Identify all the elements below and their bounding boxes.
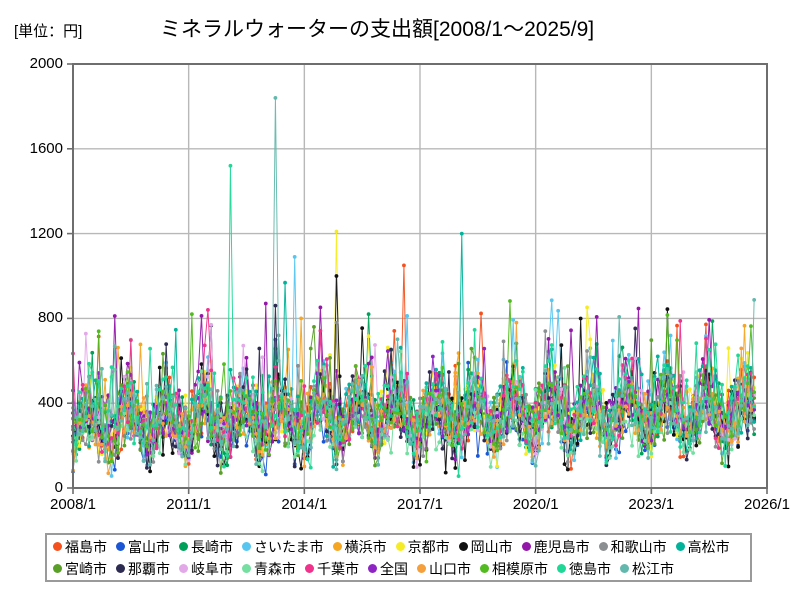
data-series — [71, 163, 757, 479]
legend-item[interactable]: 那覇市 — [116, 558, 170, 580]
legend-marker-icon — [368, 564, 377, 573]
legend-marker-icon — [116, 564, 125, 573]
y-axis-tick-label: 0 — [54, 479, 63, 496]
y-axis-tick-label: 1200 — [29, 224, 63, 242]
legend-label: 青森市 — [254, 560, 296, 577]
legend-label: 長崎市 — [191, 538, 233, 555]
legend-item[interactable]: 全国 — [368, 558, 408, 580]
legend-label: 和歌山市 — [610, 538, 667, 555]
legend-label: 横浜市 — [344, 538, 387, 555]
legend-label: 福島市 — [65, 538, 107, 555]
legend-item[interactable]: 松江市 — [620, 558, 674, 580]
legend-item[interactable]: 和歌山市 — [598, 536, 667, 558]
legend-item[interactable]: 宮崎市 — [53, 558, 107, 580]
legend-row: 福島市 富山市 長崎市 さいたま市 横浜市 京都市 岡山市 鹿児島市 和歌山市 高松市 — [53, 536, 744, 558]
legend-item[interactable]: 岡山市 — [458, 536, 513, 558]
x-axis-tick-label: 2026/1 — [744, 496, 790, 513]
legend-marker-icon — [557, 564, 566, 573]
legend-item[interactable]: 長崎市 — [179, 536, 233, 558]
legend-item[interactable]: 山口市 — [417, 558, 471, 580]
y-axis-tick-label: 400 — [37, 394, 63, 412]
legend-marker-icon — [521, 542, 531, 551]
legend-label: 高松市 — [687, 538, 730, 555]
x-axis-tick-label: 2008/1 — [50, 496, 96, 513]
x-axis-tick-label: 2023/1 — [628, 496, 675, 513]
y-axis-tick-label: 1600 — [29, 139, 63, 157]
legend-label: 岐阜市 — [191, 560, 233, 577]
legend-marker-icon — [458, 542, 468, 551]
legend-marker-icon — [395, 542, 405, 551]
legend-marker-icon — [305, 564, 314, 573]
legend-item[interactable]: 徳島市 — [557, 558, 611, 580]
legend: 福島市 富山市 長崎市 さいたま市 横浜市 京都市 岡山市 鹿児島市 和歌山市 高松市宮崎市 那覇市… — [45, 533, 752, 582]
y-axis-tick-label: 800 — [37, 309, 63, 327]
x-axis-tick-label: 2014/1 — [281, 496, 328, 513]
x-axis-tick-label: 2011/1 — [166, 496, 212, 513]
legend-marker-icon — [116, 542, 125, 551]
unit-label: [単位：円] — [14, 23, 83, 40]
legend-item[interactable]: さいたま市 — [242, 536, 324, 558]
legend-label: 全国 — [380, 560, 408, 577]
legend-marker-icon — [179, 564, 188, 573]
x-axis-tick-label: 2020/1 — [512, 496, 559, 513]
legend-marker-icon — [53, 564, 62, 573]
legend-marker-icon — [675, 542, 685, 551]
data-series — [71, 96, 757, 472]
legend-row: 宮崎市 那覇市 岐阜市 青森市 千葉市 全国 山口市 相模原市 徳島市 松江市 — [53, 558, 744, 580]
legend-item[interactable]: 鹿児島市 — [521, 536, 590, 558]
page-title: ミネラルウォーターの支出額[2008/1～2025/9] — [160, 18, 595, 41]
legend-label: 松江市 — [632, 560, 674, 577]
legend-label: 徳島市 — [569, 560, 611, 577]
legend-marker-icon — [480, 564, 489, 573]
legend-item[interactable]: 岐阜市 — [179, 558, 233, 580]
data-series-group — [71, 96, 757, 479]
legend-marker-icon — [620, 564, 629, 573]
legend-marker-icon — [53, 542, 62, 551]
legend-item[interactable]: 千葉市 — [305, 558, 359, 580]
legend-item[interactable]: 相模原市 — [480, 558, 548, 580]
legend-label: 相模原市 — [492, 560, 548, 577]
legend-marker-icon — [179, 542, 188, 551]
legend-label: 宮崎市 — [65, 560, 107, 577]
legend-item[interactable]: 青森市 — [242, 558, 296, 580]
legend-item[interactable]: 横浜市 — [332, 536, 387, 558]
legend-item[interactable]: 富山市 — [116, 536, 170, 558]
legend-label: 山口市 — [429, 560, 471, 577]
legend-label: 那覇市 — [128, 560, 170, 577]
legend-label: 千葉市 — [317, 560, 359, 577]
legend-label: 鹿児島市 — [533, 538, 590, 555]
legend-label: 岡山市 — [470, 538, 513, 555]
legend-label: 京都市 — [407, 538, 450, 555]
legend-item[interactable]: 京都市 — [395, 536, 450, 558]
legend-label: 富山市 — [128, 538, 170, 555]
legend-marker-icon — [242, 542, 251, 551]
x-axis-tick-label: 2017/1 — [397, 496, 443, 513]
legend-marker-icon — [417, 564, 426, 573]
legend-marker-icon — [598, 542, 608, 551]
legend-item[interactable]: 福島市 — [53, 536, 107, 558]
y-axis-tick-label: 2000 — [29, 55, 63, 72]
legend-item[interactable]: 高松市 — [675, 536, 730, 558]
legend-marker-icon — [242, 564, 251, 573]
legend-marker-icon — [332, 542, 342, 551]
legend-label: さいたま市 — [254, 538, 324, 555]
